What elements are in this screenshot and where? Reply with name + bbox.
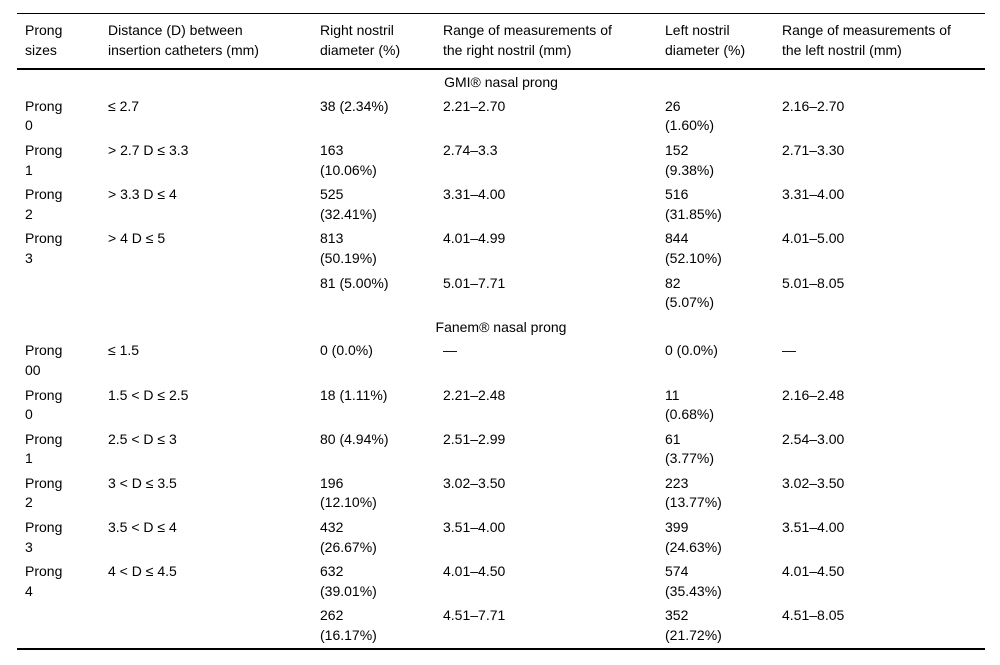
right-range-cell: 2.51–2.99: [443, 430, 506, 447]
header-row: Prong sizes Distance (D) between inserti…: [17, 13, 985, 71]
table-row: Prong 4 4 < D ≤ 4.5 632 (39.01%) 4.01–4.50 5…: [17, 559, 985, 603]
distance-cell: > 2.7 D ≤ 3.3: [108, 141, 189, 158]
col-header-left-nostril-range: Range of measurements of the left nostri…: [774, 13, 985, 71]
col-header-right-nostril-diameter: Right nostril diameter (%): [312, 13, 435, 71]
prong-size-cell: Prong 1: [25, 430, 63, 467]
left-range-cell: 2.71–3.30: [782, 141, 845, 158]
right-diameter-cell: 262 (16.17%): [320, 607, 377, 644]
table-row: Prong 3 > 4 D ≤ 5 813 (50.19%) 4.01–4.99 844…: [17, 226, 985, 270]
prong-size-cell: Prong 3: [25, 230, 63, 266]
right-diameter-cell: 0 (0.0%): [320, 342, 373, 359]
right-diameter-cell: 432 (26.67%): [320, 519, 377, 555]
right-range-cell: —: [443, 342, 457, 359]
prong-size-cell: [17, 271, 100, 315]
right-diameter-cell: 163 (10.06%): [320, 141, 377, 178]
section-title-row: GMI® nasal prong: [17, 69, 985, 94]
left-range-cell: 3.02–3.50: [782, 474, 845, 491]
right-range-cell: 4.51–7.71: [443, 607, 506, 624]
distance-cell: 1.5 < D ≤ 2.5: [108, 386, 189, 403]
prong-size-cell: Prong 00: [25, 342, 63, 378]
prong-size-cell: Prong 4: [25, 563, 63, 599]
table-row: Prong 2 > 3.3 D ≤ 4 525 (32.41%) 3.31–4.00 5…: [17, 182, 985, 226]
left-diameter-cell: 11 (0.68%): [665, 386, 715, 423]
prong-size-cell: [17, 603, 100, 648]
distance-cell: ≤ 1.5: [108, 342, 140, 359]
prong-size-cell: Prong 2: [25, 186, 63, 222]
right-diameter-cell: 81 (5.00%): [320, 274, 389, 291]
distance-cell: > 4 D ≤ 5: [108, 230, 166, 247]
right-range-cell: 2.21–2.48: [443, 386, 506, 403]
right-diameter-cell: 632 (39.01%): [320, 563, 377, 599]
right-diameter-cell: 18 (1.11%): [320, 386, 388, 403]
right-range-cell: 2.74–3.3: [443, 141, 498, 158]
table-row: Prong 2 3 < D ≤ 3.5 196 (12.10%) 3.02–3.50 2…: [17, 471, 985, 515]
table-row: 262 (16.17%) 4.51–7.71 352 (21.72%) 4.51–8.…: [17, 603, 985, 648]
table-row: Prong 00 ≤ 1.5 0 (0.0%) — 0 (0.0%) —: [17, 338, 985, 382]
right-diameter-cell: 196 (12.10%): [320, 474, 377, 511]
left-range-cell: —: [782, 342, 796, 359]
prong-size-cell: Prong 0: [25, 97, 63, 134]
prong-size-table: Prong sizes Distance (D) between inserti…: [17, 13, 985, 650]
col-header-right-nostril-range: Range of measurements of the right nostr…: [435, 13, 657, 71]
col-header-distance: Distance (D) between insertion catheters…: [100, 13, 312, 71]
left-range-cell: 2.54–3.00: [782, 430, 845, 447]
table-row: Prong 1 > 2.7 D ≤ 3.3 163 (10.06%) 2.74–3.3…: [17, 138, 985, 182]
section-title-row: Fanem® nasal prong: [17, 315, 985, 339]
paper-table-page: Prong sizes Distance (D) between inserti…: [17, 13, 985, 650]
left-diameter-cell: 26 (1.60%): [665, 97, 715, 134]
right-diameter-cell: 813 (50.19%): [320, 230, 377, 266]
left-diameter-cell: 223 (13.77%): [665, 474, 722, 511]
left-diameter-cell: 516 (31.85%): [665, 186, 722, 222]
left-range-cell: 3.51–4.00: [782, 519, 845, 536]
right-diameter-cell: 80 (4.94%): [320, 430, 389, 447]
distance-cell: ≤ 2.7: [108, 97, 140, 114]
right-range-cell: 4.01–4.99: [443, 230, 506, 247]
left-range-cell: 4.51–8.05: [782, 607, 845, 624]
col-header-left-nostril-diameter: Left nostril diameter (%): [657, 13, 774, 71]
right-range-cell: 3.31–4.00: [443, 186, 506, 203]
distance-cell: 2.5 < D ≤ 3: [108, 430, 177, 447]
left-range-cell: 5.01–8.05: [782, 274, 845, 291]
distance-cell: 3 < D ≤ 3.5: [108, 474, 177, 491]
left-diameter-cell: 152 (9.38%): [665, 141, 715, 178]
right-range-cell: 3.02–3.50: [443, 474, 506, 491]
left-diameter-cell: 399 (24.63%): [665, 519, 722, 555]
left-range-cell: 4.01–4.50: [782, 563, 845, 580]
left-diameter-cell: 61 (3.77%): [665, 430, 715, 467]
table-row: Prong 0 1.5 < D ≤ 2.5 18 (1.11%) 2.21–2.48 1…: [17, 383, 985, 427]
section-title: GMI® nasal prong: [444, 74, 558, 91]
left-diameter-cell: 574 (35.43%): [665, 563, 722, 599]
left-diameter-cell: 844 (52.10%): [665, 230, 722, 266]
section-title: Fanem® nasal prong: [435, 318, 567, 335]
left-diameter-cell: 82 (5.07%): [665, 274, 715, 311]
prong-size-cell: Prong 1: [25, 141, 63, 178]
right-range-cell: 5.01–7.71: [443, 274, 506, 291]
right-diameter-cell: 525 (32.41%): [320, 186, 377, 222]
distance-cell: [100, 271, 312, 315]
left-range-cell: 4.01–5.00: [782, 230, 845, 247]
distance-cell: [100, 603, 312, 648]
table-row: Prong 1 2.5 < D ≤ 3 80 (4.94%) 2.51–2.99 61 …: [17, 427, 985, 471]
right-diameter-cell: 38 (2.34%): [320, 97, 389, 114]
right-range-cell: 3.51–4.00: [443, 519, 506, 536]
table-row: 81 (5.00%) 5.01–7.71 82 (5.07%) 5.01–8.05: [17, 271, 985, 315]
distance-cell: 3.5 < D ≤ 4: [108, 519, 177, 536]
left-range-cell: 2.16–2.70: [782, 97, 845, 114]
prong-size-cell: Prong 0: [25, 386, 63, 423]
right-range-cell: 4.01–4.50: [443, 563, 506, 580]
right-range-cell: 2.21–2.70: [443, 97, 506, 114]
left-diameter-cell: 0 (0.0%): [665, 342, 718, 359]
table-row: Prong 3 3.5 < D ≤ 4 432 (26.67%) 3.51–4.00 3…: [17, 515, 985, 559]
prong-size-cell: Prong 3: [25, 519, 63, 555]
distance-cell: 4 < D ≤ 4.5: [108, 563, 177, 580]
table-row: Prong 0 ≤ 2.7 38 (2.34%) 2.21–2.70 26 (1.60%…: [17, 94, 985, 138]
prong-size-cell: Prong 2: [25, 474, 63, 511]
col-header-prong-sizes: Prong sizes: [17, 13, 100, 71]
left-range-cell: 2.16–2.48: [782, 386, 845, 403]
left-range-cell: 3.31–4.00: [782, 186, 845, 203]
left-diameter-cell: 352 (21.72%): [665, 607, 722, 644]
distance-cell: > 3.3 D ≤ 4: [108, 186, 177, 203]
